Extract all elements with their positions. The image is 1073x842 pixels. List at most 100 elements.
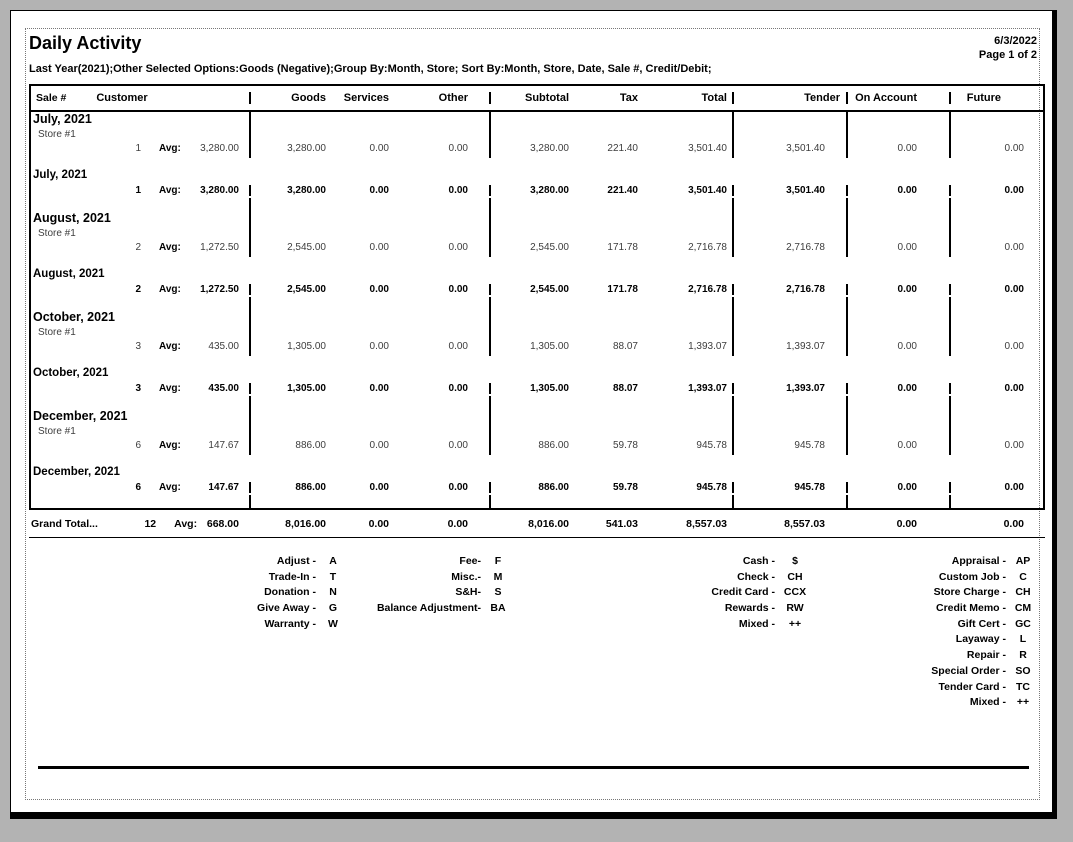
col-header-services: Services (343, 92, 389, 104)
store-data-row: 6 Avg: 147.67 886.00 0.00 0.00 886.00 59… (31, 440, 1043, 455)
legend-item-code: ++ (788, 617, 802, 630)
month-summary-header-row: August, 2021 (31, 257, 1043, 280)
tender-value: 8,557.03 (784, 517, 825, 530)
on-account-value: 0.00 (846, 383, 949, 394)
on-account-value: 0.00 (846, 242, 949, 257)
page-indicator: Page 1 of 2 (978, 49, 1037, 61)
legend-item: Credit Memo - CM (866, 601, 1036, 617)
total-value: 3,501.40 (688, 185, 727, 196)
table-body: July, 2021 Store #1 (31, 112, 1043, 508)
goods-value: 2,545.00 (249, 242, 331, 257)
avg-value: 435.00 (208, 383, 239, 394)
tax-value: 59.78 (612, 482, 638, 493)
services-value: 0.00 (369, 242, 389, 253)
legend-item: Special Order - SO (866, 664, 1036, 680)
spacer-cell (732, 211, 846, 228)
store-header-row: Store #1 (31, 426, 1043, 440)
spacer-cell (949, 297, 1043, 310)
legend-item-name: Cash - (742, 555, 775, 567)
legend-item: Repair - R (866, 648, 1036, 664)
col-header-sale: Sale # (36, 92, 67, 104)
legend-item-code: CCX (783, 586, 807, 599)
legend-item: Store Charge - CH (866, 585, 1036, 601)
tax-value: 59.78 (612, 440, 638, 451)
sale-count: 6 (135, 482, 141, 493)
tax-value: 221.40 (607, 143, 638, 154)
spacer-cell (846, 198, 949, 211)
legend-item-code: BA (490, 602, 506, 615)
sale-count: 1 (135, 143, 141, 154)
legend-item: Appraisal - AP (866, 554, 1036, 570)
other-value: 0.00 (448, 440, 468, 451)
group-gap-row (31, 396, 1043, 409)
month-summary-label: December, 2021 (33, 466, 120, 478)
future-value: 0.00 (949, 242, 1043, 257)
goods-value: 3,280.00 (249, 185, 331, 196)
legend-item-code: CM (1014, 602, 1032, 615)
future-value: 0.00 (1003, 517, 1024, 530)
avg-label: Avg: (159, 482, 181, 493)
avg-label: Avg: (159, 284, 181, 295)
services-value: 0.00 (369, 440, 389, 451)
spacer-cell (489, 198, 732, 211)
legend-item: Trade-In - T (152, 570, 346, 586)
legend-item: S&H- S (291, 585, 511, 601)
other-value: 0.00 (448, 143, 468, 154)
legend-item-code: GC (1015, 617, 1031, 630)
spacer-cell (249, 426, 489, 440)
store-data-row: 3 Avg: 435.00 1,305.00 0.00 0.00 1,305.0… (31, 341, 1043, 356)
legend-item-name: Mixed - (969, 696, 1006, 709)
spacer-cell (249, 396, 489, 409)
services-value: 0.00 (369, 143, 389, 154)
month-summary-header-row: July, 2021 (31, 158, 1043, 181)
spacer-cell (249, 112, 489, 129)
legend-item-name: Trade-In - (268, 570, 316, 583)
sale-count: 3 (135, 341, 141, 352)
month-summary-label: July, 2021 (33, 169, 88, 181)
month-summary-row: 2 Avg: 1,272.50 2,545.00 0.00 0.00 2,545… (31, 280, 1043, 297)
total-value: 2,716.78 (688, 284, 727, 295)
future-value: 0.00 (949, 482, 1043, 493)
legend-item: Fee- F (291, 554, 511, 570)
on-account-value: 0.00 (896, 517, 917, 530)
avg-label: Avg: (159, 341, 181, 352)
future-value: 0.00 (949, 383, 1043, 394)
col-header-on-account: On Account (846, 92, 949, 104)
legend-item-code: L (1019, 633, 1027, 646)
footer-rule (38, 766, 1029, 769)
month-summary-row: 6 Avg: 147.67 886.00 0.00 0.00 886.00 59… (31, 478, 1043, 495)
avg-value: 1,272.50 (200, 284, 239, 295)
avg-label: Avg: (159, 383, 181, 394)
col-header-tax: Tax (619, 92, 638, 104)
avg-label: Avg: (159, 440, 181, 451)
goods-value: 886.00 (249, 440, 331, 455)
spacer-cell (732, 495, 846, 508)
month-label: July, 2021 (33, 112, 92, 126)
spacer-cell (732, 198, 846, 211)
month-group: July, 2021 Store #1 (31, 112, 1043, 211)
report-header: Daily Activity 6/3/2022 Page 1 of 2 (29, 32, 1037, 62)
group-gap-row (31, 297, 1043, 310)
tender-value: 945.78 (732, 482, 846, 493)
tax-value: 171.78 (607, 284, 638, 295)
other-value: 0.00 (448, 242, 468, 253)
legend-item-name: Layaway - (955, 633, 1006, 646)
spacer-cell (249, 310, 489, 327)
subtotal-value: 3,280.00 (489, 185, 574, 196)
on-account-value: 0.00 (846, 341, 949, 356)
table-header-row: Sale # Customer Goods Services Other Sub… (31, 86, 1043, 112)
month-group: December, 2021 Store #1 (31, 409, 1043, 508)
goods-value: 2,545.00 (249, 284, 331, 295)
future-value: 0.00 (949, 284, 1043, 295)
spacer-cell (249, 211, 489, 228)
other-value: 0.00 (448, 383, 468, 394)
col-header-subtotal: Subtotal (489, 92, 574, 104)
legend-item-name: Adjust - (276, 555, 316, 567)
avg-value: 435.00 (208, 341, 239, 352)
spacer-cell (949, 198, 1043, 211)
store-label: Store #1 (38, 228, 76, 239)
legend-item-code: ++ (1016, 696, 1030, 709)
spacer-cell (732, 327, 846, 341)
total-value: 8,557.03 (686, 517, 727, 530)
month-summary-header-row: October, 2021 (31, 356, 1043, 379)
